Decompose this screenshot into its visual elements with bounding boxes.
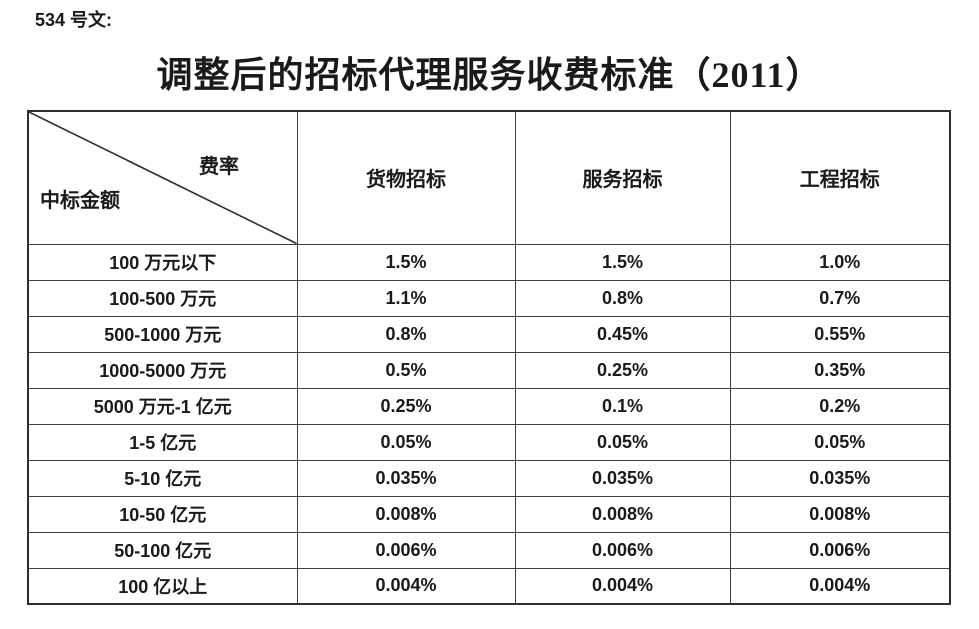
- column-header-services: 服务招标: [514, 110, 731, 245]
- amount-range: 1000-5000 万元: [27, 351, 298, 389]
- works-rate: 0.7%: [729, 279, 951, 317]
- goods-rate: 1.1%: [296, 279, 516, 317]
- services-rate: 0.05%: [514, 423, 731, 461]
- works-rate: 0.05%: [729, 423, 951, 461]
- works-rate: 0.008%: [729, 495, 951, 533]
- diagonal-divider-line: [29, 112, 297, 244]
- amount-range: 1-5 亿元: [27, 423, 298, 461]
- goods-rate: 0.25%: [296, 387, 516, 425]
- works-rate: 0.035%: [729, 459, 951, 497]
- corner-amount-label: 中标金额: [40, 190, 120, 212]
- services-rate: 0.45%: [514, 315, 731, 353]
- goods-rate: 0.035%: [296, 459, 516, 497]
- goods-rate: 0.5%: [296, 351, 516, 389]
- table-row: 100 亿以上 0.004% 0.004% 0.004%: [27, 567, 951, 605]
- amount-range: 100 万元以下: [27, 243, 298, 281]
- page-title: 调整后的招标代理服务收费标准（2011）: [156, 55, 823, 95]
- table-row: 100-500 万元 1.1% 0.8% 0.7%: [27, 279, 951, 317]
- amount-range: 100-500 万元: [27, 279, 298, 317]
- table-row: 500-1000 万元 0.8% 0.45% 0.55%: [27, 315, 951, 353]
- amount-range: 100 亿以上: [27, 567, 298, 605]
- services-rate: 0.1%: [514, 387, 731, 425]
- works-rate: 1.0%: [729, 243, 951, 281]
- services-rate: 0.25%: [514, 351, 731, 389]
- services-rate: 0.8%: [514, 279, 731, 317]
- amount-range: 5-10 亿元: [27, 459, 298, 497]
- corner-fee-rate-label: 费率: [199, 156, 239, 178]
- column-header-works: 工程招标: [729, 110, 951, 245]
- goods-rate: 0.05%: [296, 423, 516, 461]
- table-row: 5000 万元-1 亿元 0.25% 0.1% 0.2%: [27, 387, 951, 425]
- doc-number-label: 534 号文:: [35, 10, 113, 30]
- works-rate: 0.2%: [729, 387, 951, 425]
- goods-rate: 0.004%: [296, 567, 516, 605]
- goods-rate: 0.8%: [296, 315, 516, 353]
- column-header-goods: 货物招标: [296, 110, 516, 245]
- works-rate: 0.006%: [729, 531, 951, 569]
- table-row: 1000-5000 万元 0.5% 0.25% 0.35%: [27, 351, 951, 389]
- works-rate: 0.55%: [729, 315, 951, 353]
- services-rate: 0.008%: [514, 495, 731, 533]
- table-row: 10-50 亿元 0.008% 0.008% 0.008%: [27, 495, 951, 533]
- amount-range: 500-1000 万元: [27, 315, 298, 353]
- amount-range: 50-100 亿元: [27, 531, 298, 569]
- services-rate: 0.004%: [514, 567, 731, 605]
- fee-rate-table: 费率 中标金额 货物招标 服务招标 工程招标 100 万元以下 1.5% 1.5…: [27, 110, 951, 605]
- table-row: 1-5 亿元 0.05% 0.05% 0.05%: [27, 423, 951, 461]
- goods-rate: 0.006%: [296, 531, 516, 569]
- services-rate: 0.035%: [514, 459, 731, 497]
- amount-range: 5000 万元-1 亿元: [27, 387, 298, 425]
- amount-range: 10-50 亿元: [27, 495, 298, 533]
- goods-rate: 0.008%: [296, 495, 516, 533]
- table-row: 100 万元以下 1.5% 1.5% 1.0%: [27, 243, 951, 281]
- services-rate: 0.006%: [514, 531, 731, 569]
- goods-rate: 1.5%: [296, 243, 516, 281]
- works-rate: 0.35%: [729, 351, 951, 389]
- table-row: 5-10 亿元 0.035% 0.035% 0.035%: [27, 459, 951, 497]
- works-rate: 0.004%: [729, 567, 951, 605]
- services-rate: 1.5%: [514, 243, 731, 281]
- table-header-row: 费率 中标金额 货物招标 服务招标 工程招标: [27, 110, 951, 245]
- table-row: 50-100 亿元 0.006% 0.006% 0.006%: [27, 531, 951, 569]
- diagonal-corner-cell: 费率 中标金额: [27, 110, 298, 245]
